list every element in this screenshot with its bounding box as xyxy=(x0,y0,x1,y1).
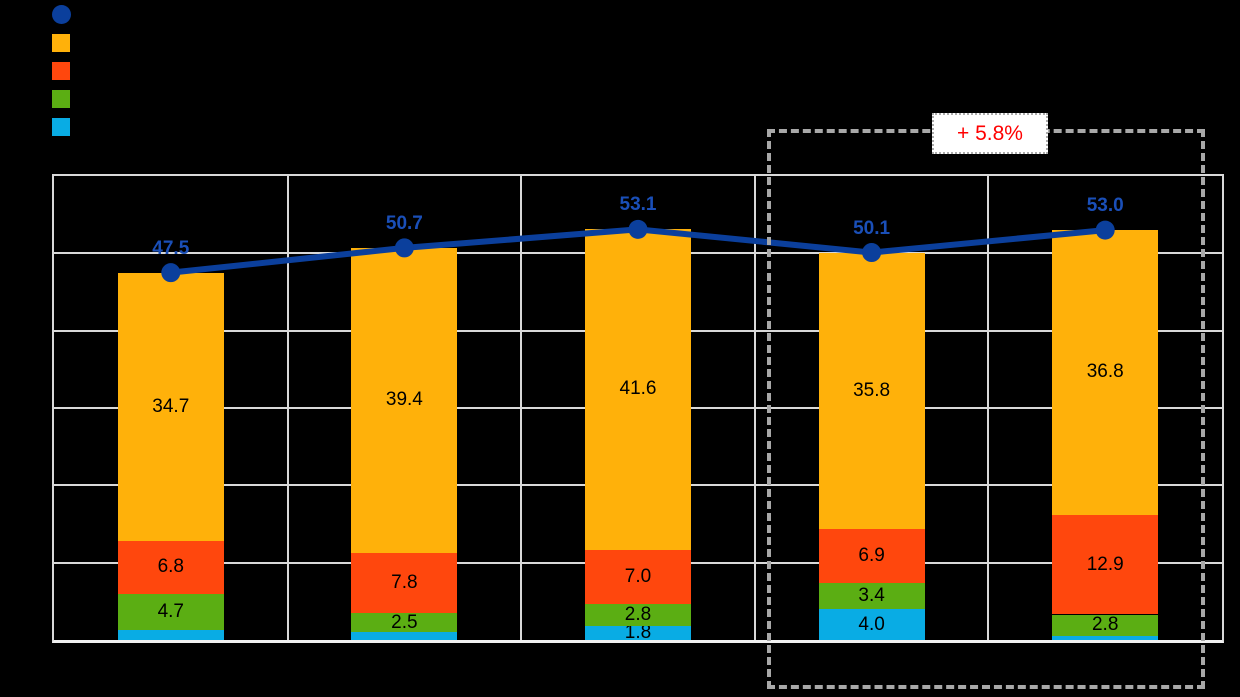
total-line-marker xyxy=(628,219,648,239)
total-value-label: 50.7 xyxy=(385,212,423,234)
total-line-marker xyxy=(394,238,414,258)
bar-segment-value-label: 7.0 xyxy=(624,566,652,588)
bar-segment-value-label: 36.8 xyxy=(1086,361,1124,383)
bar-segment-series-green xyxy=(351,612,458,633)
bar-segment-value-label: 6.8 xyxy=(157,556,184,578)
bar-segment-value-label: 41.6 xyxy=(619,378,657,400)
bar-segment-value-label: 4.7 xyxy=(157,600,184,622)
bar-segment-series-yellow xyxy=(117,272,224,542)
bar-segment-value-label: 6.9 xyxy=(858,545,885,567)
bar-segment-series-green xyxy=(585,604,691,627)
bar-segment-series-yellow xyxy=(818,252,925,530)
bar-segment-series-yellow xyxy=(585,228,691,551)
bar-segment-series-red xyxy=(818,529,925,583)
gridline-vertical xyxy=(286,176,289,640)
total-line-marker-icon xyxy=(52,5,71,24)
bar-segment-series-yellow xyxy=(1052,230,1159,515)
bar-segment-series-green xyxy=(818,582,925,610)
bar-segment-series-red xyxy=(1052,514,1159,615)
bar-segment-series-green xyxy=(117,593,224,630)
gridline-vertical xyxy=(987,176,990,640)
bar-segment-value-label: 2.8 xyxy=(624,604,652,626)
gridline-vertical xyxy=(753,176,756,640)
total-value-label: 53.0 xyxy=(1086,195,1124,217)
bar-segment-value-label: 39.4 xyxy=(385,389,423,411)
bar-segment-series-green xyxy=(1052,614,1159,637)
bar-segment-value-label: 3.4 xyxy=(858,584,885,606)
total-value-label: 50.1 xyxy=(853,217,891,239)
bar-segment-series-red xyxy=(351,552,458,613)
total-line-marker xyxy=(1095,220,1115,240)
series-yellow-marker-icon xyxy=(52,34,70,52)
bar-segment-value-label: 2.5 xyxy=(391,611,418,633)
growth-annotation-label: + 5.8% xyxy=(957,121,1023,145)
bar-segment-value-label: 1.8 xyxy=(624,622,652,644)
bar-segment-value-label: 12.9 xyxy=(1086,553,1124,575)
bar-segment-series-cyan xyxy=(117,629,224,640)
growth-annotation-box: + 5.8% xyxy=(932,113,1048,154)
total-value-label: 47.5 xyxy=(152,237,190,259)
bar-segment-series-cyan xyxy=(818,609,925,640)
bar-segment-series-cyan xyxy=(1052,636,1159,640)
bar-segment-series-red xyxy=(117,541,224,594)
bar-segment-value-label: 34.7 xyxy=(152,395,190,417)
bar-segment-value-label: 4.0 xyxy=(858,613,885,635)
series-cyan-marker-icon xyxy=(52,118,70,136)
bar-segment-value-label: 7.8 xyxy=(391,571,418,593)
bar-segment-series-yellow xyxy=(351,247,458,553)
highlight-dashed-box xyxy=(767,129,1205,689)
bar-segment-series-cyan xyxy=(351,632,458,640)
total-line-marker xyxy=(161,263,181,283)
total-line-layer xyxy=(161,219,1115,283)
bar-segment-series-cyan xyxy=(585,626,691,640)
bar-segment-value-label: 35.8 xyxy=(853,380,891,401)
gridline-vertical xyxy=(520,176,523,640)
legend xyxy=(52,5,71,136)
bar-segment-value-label: 2.8 xyxy=(1091,614,1119,636)
series-green-marker-icon xyxy=(52,90,70,108)
bar-segment-series-red xyxy=(585,550,691,605)
total-value-label: 53.1 xyxy=(619,194,657,216)
series-red-marker-icon xyxy=(52,62,70,80)
total-line-marker xyxy=(862,243,882,263)
plot-area: 4.7 6.8 34.7 2.5 7.8 39.4 1.8 2.8 7.0 41.6 4.0 3.4 6… xyxy=(52,174,1224,643)
